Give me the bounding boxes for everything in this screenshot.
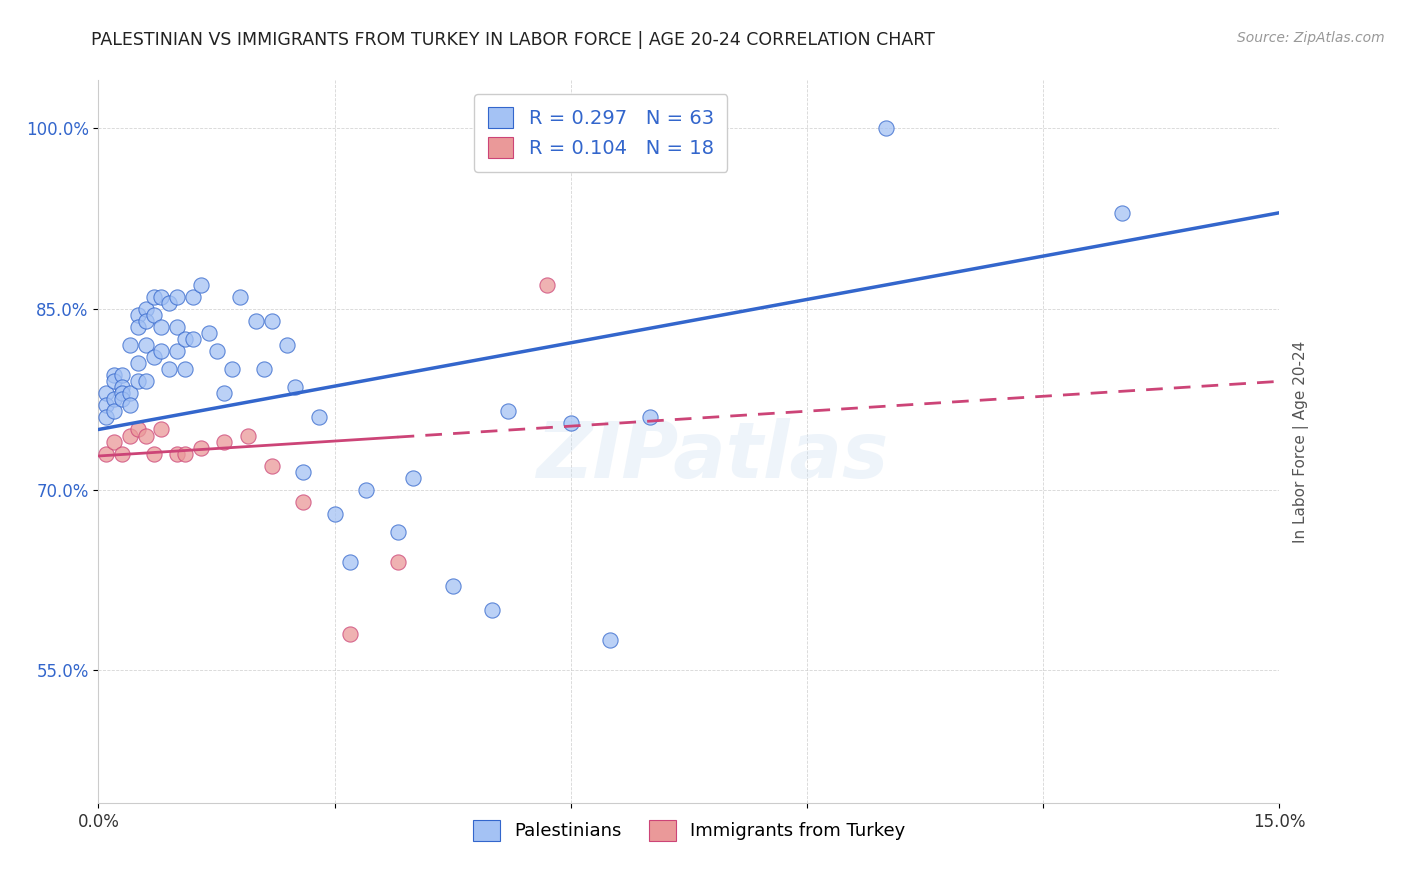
Point	[142, 447, 165, 461]
Point	[142, 350, 165, 364]
Point	[496, 404, 519, 418]
Point	[142, 290, 165, 304]
Point	[441, 579, 464, 593]
Point	[190, 278, 212, 293]
Point	[135, 338, 157, 352]
Point	[205, 344, 228, 359]
Point	[166, 320, 188, 334]
Point	[236, 428, 259, 442]
Point	[174, 447, 197, 461]
Point	[284, 380, 307, 394]
Point	[260, 314, 283, 328]
Point	[221, 362, 243, 376]
Point	[276, 338, 298, 352]
Point	[166, 447, 188, 461]
Point	[387, 524, 409, 539]
Point	[197, 326, 219, 341]
Point	[292, 465, 315, 479]
Point	[181, 332, 204, 346]
Point	[402, 471, 425, 485]
Point	[354, 483, 377, 497]
Point	[292, 495, 315, 509]
Point	[323, 507, 346, 521]
Point	[103, 368, 125, 383]
Point	[599, 633, 621, 648]
Point	[118, 386, 141, 401]
Text: PALESTINIAN VS IMMIGRANTS FROM TURKEY IN LABOR FORCE | AGE 20-24 CORRELATION CHA: PALESTINIAN VS IMMIGRANTS FROM TURKEY IN…	[91, 31, 935, 49]
Point	[127, 423, 149, 437]
Point	[174, 332, 197, 346]
Point	[308, 410, 330, 425]
Point	[111, 368, 134, 383]
Point	[1111, 205, 1133, 219]
Point	[118, 398, 141, 412]
Point	[150, 344, 173, 359]
Point	[229, 290, 252, 304]
Point	[127, 308, 149, 322]
Point	[387, 555, 409, 569]
Point	[214, 434, 236, 449]
Point	[135, 375, 157, 389]
Point	[214, 386, 236, 401]
Point	[142, 308, 165, 322]
Point	[127, 375, 149, 389]
Text: ZIPatlas: ZIPatlas	[537, 418, 889, 494]
Point	[560, 417, 582, 431]
Point	[481, 603, 503, 617]
Point	[118, 428, 141, 442]
Point	[253, 362, 276, 376]
Point	[875, 121, 897, 136]
Y-axis label: In Labor Force | Age 20-24: In Labor Force | Age 20-24	[1294, 341, 1309, 542]
Point	[150, 320, 173, 334]
Point	[245, 314, 267, 328]
Point	[103, 392, 125, 407]
Point	[181, 290, 204, 304]
Point	[118, 338, 141, 352]
Point	[135, 314, 157, 328]
Point	[127, 356, 149, 370]
Point	[103, 434, 125, 449]
Point	[190, 441, 212, 455]
Point	[135, 428, 157, 442]
Point	[166, 344, 188, 359]
Point	[96, 410, 118, 425]
Point	[150, 423, 173, 437]
Point	[157, 362, 180, 376]
Point	[339, 555, 361, 569]
Point	[96, 386, 118, 401]
Point	[96, 447, 118, 461]
Point	[638, 410, 661, 425]
Point	[111, 380, 134, 394]
Point	[111, 386, 134, 401]
Point	[111, 392, 134, 407]
Point	[150, 290, 173, 304]
Point	[96, 398, 118, 412]
Point	[111, 447, 134, 461]
Point	[174, 362, 197, 376]
Point	[103, 375, 125, 389]
Point	[166, 290, 188, 304]
Legend: Palestinians, Immigrants from Turkey: Palestinians, Immigrants from Turkey	[465, 813, 912, 848]
Point	[536, 278, 558, 293]
Point	[103, 404, 125, 418]
Point	[135, 301, 157, 317]
Text: Source: ZipAtlas.com: Source: ZipAtlas.com	[1237, 31, 1385, 45]
Point	[127, 320, 149, 334]
Point	[157, 296, 180, 310]
Point	[339, 627, 361, 641]
Point	[260, 458, 283, 473]
